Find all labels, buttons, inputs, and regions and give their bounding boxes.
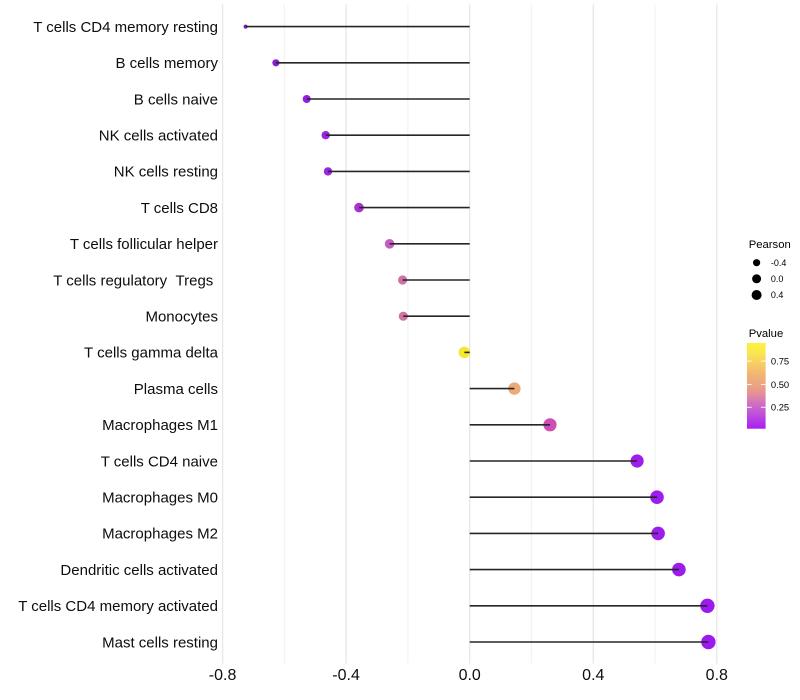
svg-text:Pvalue: Pvalue: [749, 328, 784, 340]
svg-text:0.4: 0.4: [582, 667, 604, 684]
svg-text:NK cells resting: NK cells resting: [114, 164, 218, 181]
svg-text:Macrophages M0: Macrophages M0: [102, 490, 218, 507]
svg-text:T cells CD4 naive: T cells CD4 naive: [101, 453, 218, 470]
svg-text:Plasma cells: Plasma cells: [134, 381, 218, 398]
svg-text:0.0: 0.0: [771, 274, 784, 284]
svg-text:-0.8: -0.8: [209, 667, 237, 684]
svg-text:T cells CD4 memory resting: T cells CD4 memory resting: [33, 19, 218, 36]
svg-text:Monocytes: Monocytes: [145, 309, 218, 326]
svg-text:T cells follicular helper: T cells follicular helper: [70, 236, 218, 253]
svg-text:0.75: 0.75: [771, 356, 789, 367]
svg-text:B cells memory: B cells memory: [115, 55, 218, 72]
svg-text:B cells naive: B cells naive: [134, 91, 218, 108]
svg-text:0.0: 0.0: [459, 667, 481, 684]
svg-text:T cells regulatory Tregs: T cells regulatory Tregs: [53, 272, 213, 289]
svg-text:Pearson: Pearson: [749, 239, 791, 251]
svg-text:Dendritic cells activated: Dendritic cells activated: [60, 562, 218, 579]
svg-text:Macrophages M1: Macrophages M1: [102, 417, 218, 434]
svg-text:0.50: 0.50: [771, 379, 789, 390]
svg-text:0.25: 0.25: [771, 402, 789, 413]
svg-text:T cells CD4 memory activated: T cells CD4 memory activated: [18, 598, 218, 615]
svg-text:Mast cells resting: Mast cells resting: [102, 634, 218, 651]
svg-text:-0.4: -0.4: [771, 258, 787, 268]
svg-text:T cells CD8: T cells CD8: [141, 200, 218, 217]
svg-text:NK cells activated: NK cells activated: [99, 128, 218, 145]
svg-text:-0.4: -0.4: [332, 667, 360, 684]
svg-text:0.4: 0.4: [771, 290, 784, 300]
svg-text:0.8: 0.8: [706, 667, 728, 684]
svg-text:T cells gamma delta: T cells gamma delta: [84, 345, 219, 362]
svg-text:Macrophages M2: Macrophages M2: [102, 526, 218, 543]
